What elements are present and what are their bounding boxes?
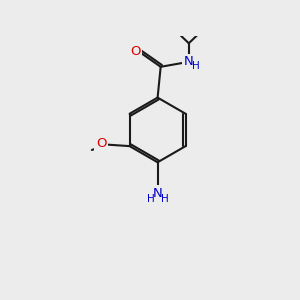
Text: H: H bbox=[147, 194, 154, 204]
Text: O: O bbox=[130, 45, 140, 58]
Text: O: O bbox=[96, 137, 106, 150]
Text: N: N bbox=[184, 55, 194, 68]
Text: H: H bbox=[192, 61, 200, 71]
Text: N: N bbox=[153, 187, 163, 200]
Text: H: H bbox=[161, 194, 168, 204]
